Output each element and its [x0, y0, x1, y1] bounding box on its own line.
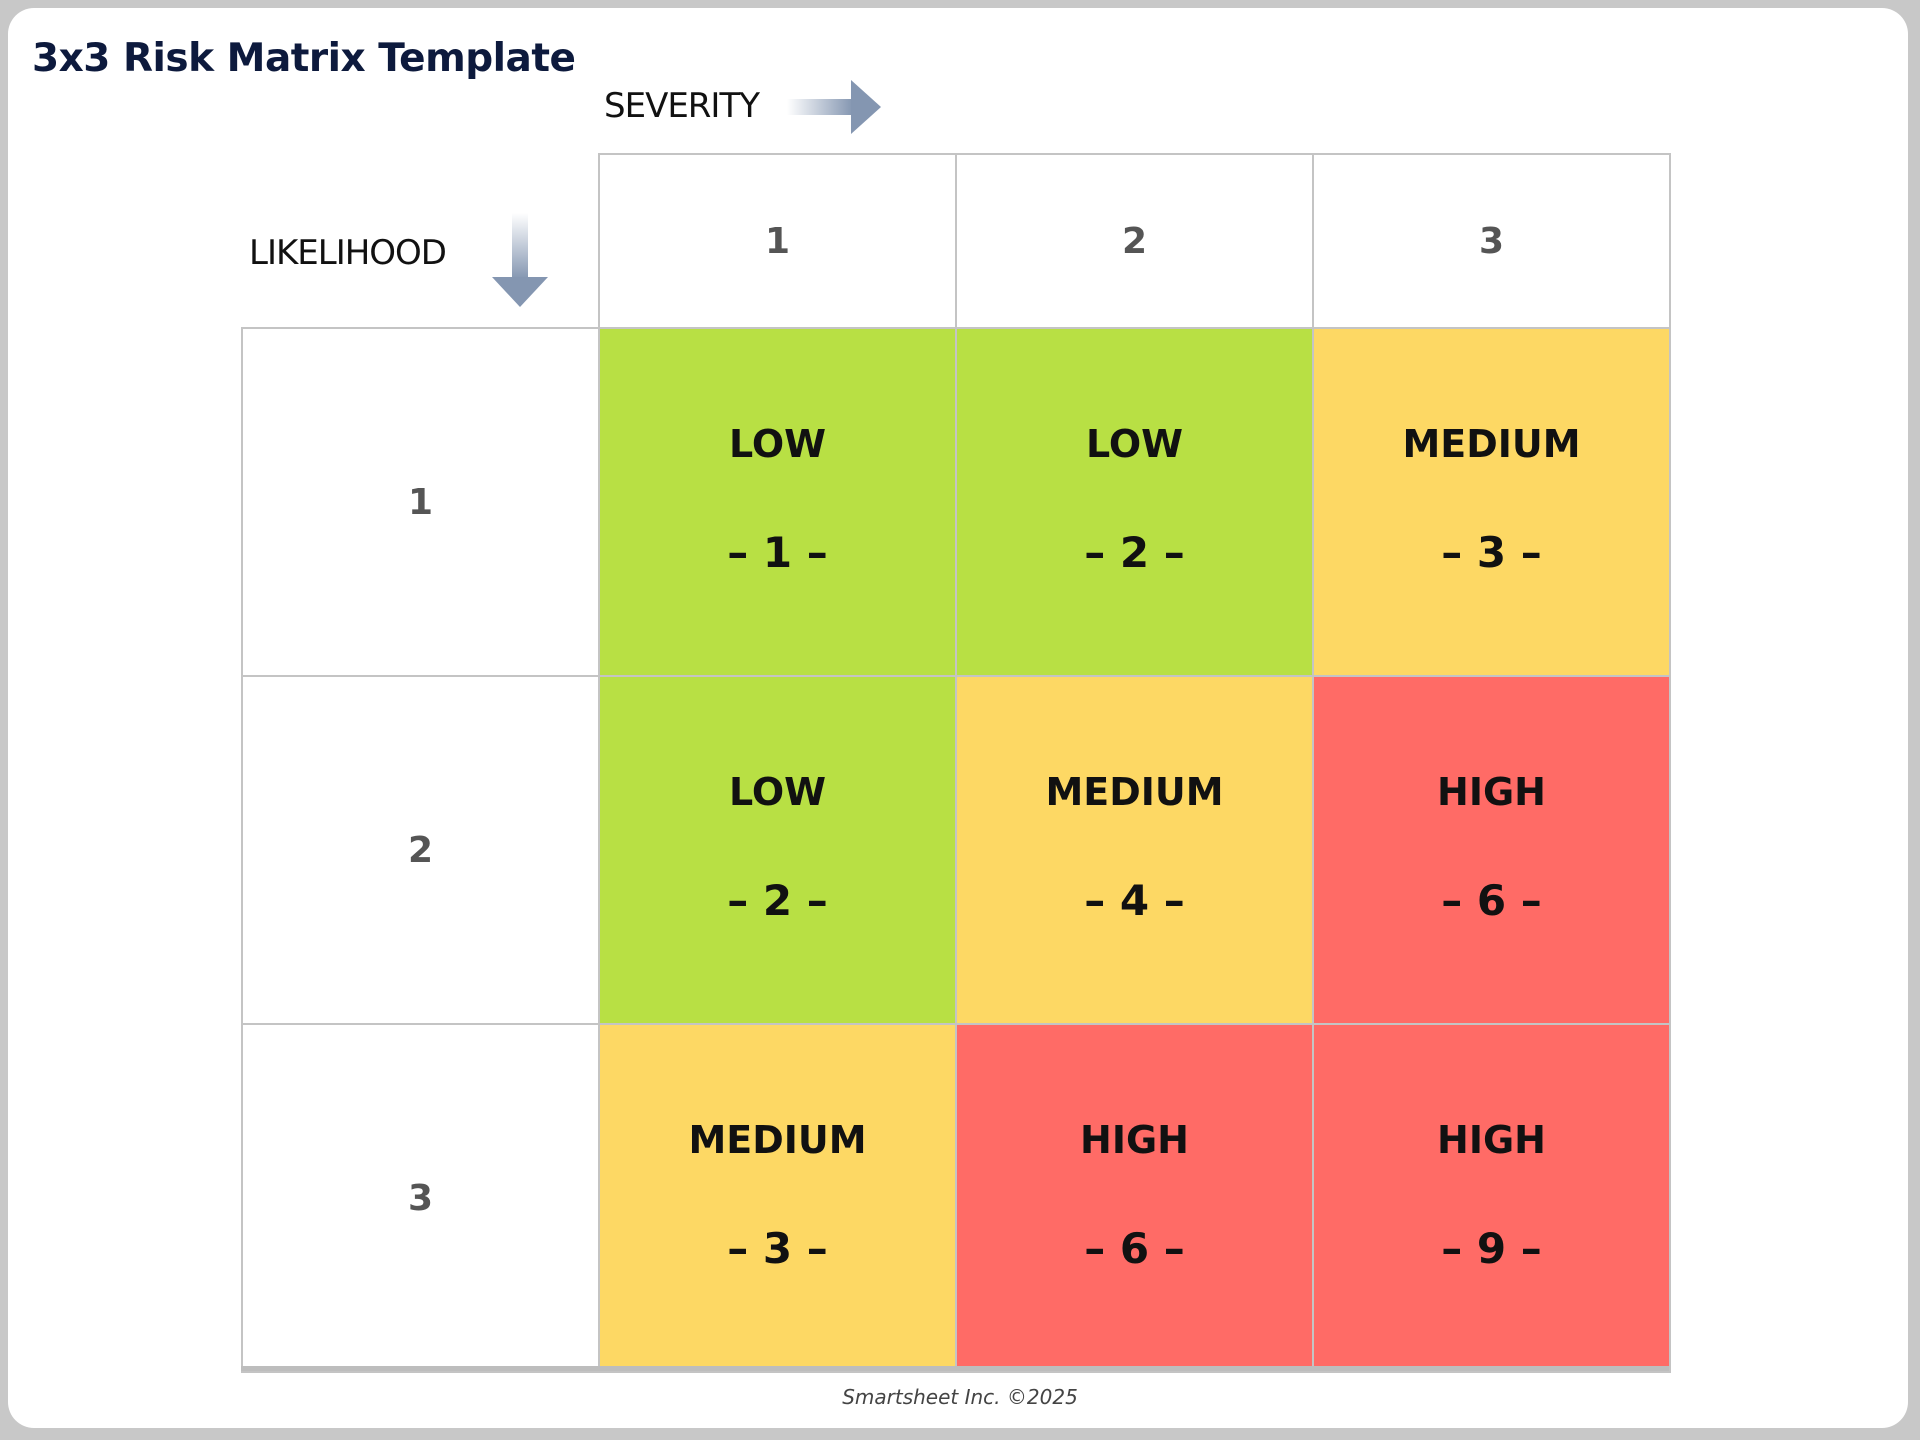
risk-level: LOW	[728, 769, 827, 814]
risk-cell: LOW – 1 –	[598, 327, 957, 677]
matrix-bottom-border	[241, 1366, 1669, 1371]
likelihood-label: LIKELIHOOD	[249, 233, 447, 273]
risk-cell: HIGH – 9 –	[1312, 1023, 1671, 1373]
risk-cell: LOW – 2 –	[955, 327, 1314, 677]
likelihood-header: 3	[241, 1023, 600, 1373]
risk-score: – 6 –	[1441, 875, 1542, 925]
severity-header: 2	[955, 153, 1314, 329]
risk-cell: MEDIUM – 3 –	[598, 1023, 957, 1373]
likelihood-header: 2	[241, 675, 600, 1025]
severity-header: 3	[1312, 153, 1671, 329]
risk-score: – 2 –	[727, 875, 828, 925]
risk-level: MEDIUM	[688, 1117, 867, 1162]
likelihood-header: 1	[241, 327, 600, 677]
footer-copyright: Smartsheet Inc. ©2025	[842, 1385, 1078, 1409]
risk-score: – 3 –	[1441, 527, 1542, 577]
page-title: 3x3 Risk Matrix Template	[32, 36, 576, 81]
risk-score: – 4 –	[1084, 875, 1185, 925]
risk-cell: MEDIUM – 4 –	[955, 675, 1314, 1025]
risk-level: MEDIUM	[1402, 421, 1581, 466]
risk-score: – 1 –	[727, 527, 828, 577]
risk-score: – 3 –	[727, 1223, 828, 1273]
severity-label: SEVERITY	[604, 86, 760, 126]
arrow-down-icon	[492, 213, 548, 307]
severity-header: 1	[598, 153, 957, 329]
risk-score: – 2 –	[1084, 527, 1185, 577]
arrow-right-icon	[787, 80, 881, 134]
risk-cell: HIGH – 6 –	[955, 1023, 1314, 1373]
risk-cell: MEDIUM – 3 –	[1312, 327, 1671, 677]
risk-level: LOW	[1085, 421, 1184, 466]
risk-cell: LOW – 2 –	[598, 675, 957, 1025]
risk-cell: HIGH – 6 –	[1312, 675, 1671, 1025]
risk-level: HIGH	[1437, 769, 1546, 814]
risk-score: – 9 –	[1441, 1223, 1542, 1273]
risk-level: LOW	[728, 421, 827, 466]
risk-level: HIGH	[1437, 1117, 1546, 1162]
risk-score: – 6 –	[1084, 1223, 1185, 1273]
risk-level: HIGH	[1080, 1117, 1189, 1162]
risk-level: MEDIUM	[1045, 769, 1224, 814]
